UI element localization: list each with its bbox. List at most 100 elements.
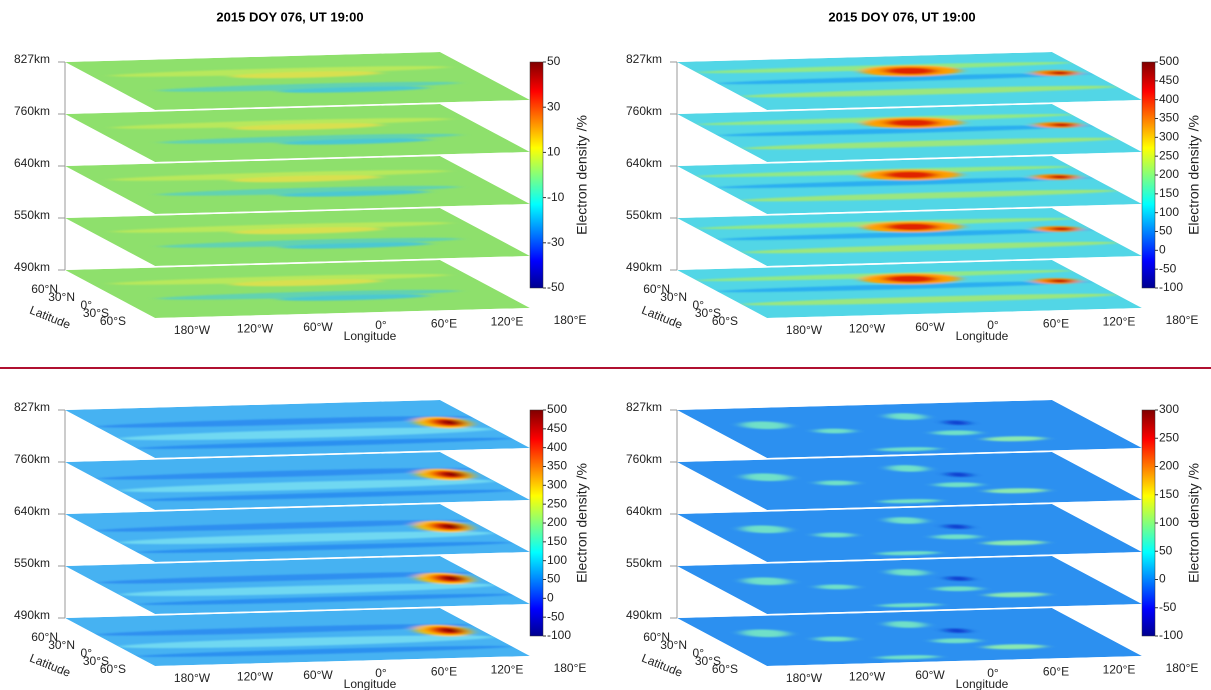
colorbar-tick-label: -50 bbox=[547, 609, 565, 623]
latitude-label: Latitude bbox=[28, 303, 73, 332]
latitude-tick-label: 30°S bbox=[695, 654, 721, 668]
colorbar-tick-label: 0 bbox=[1159, 243, 1166, 257]
longitude-tick-label: 120°W bbox=[237, 669, 274, 683]
altitude-label: 760km bbox=[626, 452, 662, 466]
latitude-tick-label: 30°S bbox=[695, 306, 721, 320]
latitude-tick-label: 30°N bbox=[660, 290, 687, 304]
slice bbox=[677, 104, 1142, 162]
colorbar-tick-label: 100 bbox=[1159, 515, 1179, 529]
colorbar-label: Electron density /% bbox=[574, 463, 590, 583]
altitude-label: 760km bbox=[14, 104, 50, 118]
latitude-label: Latitude bbox=[640, 303, 685, 332]
latitude-tick-label: 30°S bbox=[83, 654, 109, 668]
slice bbox=[65, 504, 530, 562]
longitude-tick-label: 180°W bbox=[174, 323, 211, 337]
latitude-tick-label: 60°S bbox=[100, 662, 126, 676]
colorbar-tick-label: 50 bbox=[1159, 224, 1173, 238]
colorbar-tick-label: 0 bbox=[547, 591, 554, 605]
latitude-label: Latitude bbox=[28, 651, 73, 680]
altitude-label: 827km bbox=[626, 400, 662, 414]
longitude-tick-label: 60°W bbox=[303, 320, 333, 334]
longitude-tick-label: 60°E bbox=[431, 664, 457, 678]
colorbar bbox=[1141, 409, 1156, 637]
altitude-label: 640km bbox=[626, 504, 662, 518]
altitude-label: 640km bbox=[14, 504, 50, 518]
altitude-label: 490km bbox=[626, 260, 662, 274]
colorbar-tick-label: 350 bbox=[1159, 111, 1179, 125]
panel: 827km760km640km550km490km60°N30°N0°30°S6… bbox=[14, 400, 590, 690]
slice bbox=[65, 156, 530, 214]
colorbar-tick-label: 450 bbox=[547, 421, 567, 435]
colorbar-tick-label: 400 bbox=[1159, 92, 1179, 106]
longitude-tick-label: 120°W bbox=[849, 321, 886, 335]
colorbar-tick-label: 200 bbox=[1159, 167, 1179, 181]
slice bbox=[677, 260, 1142, 318]
slice bbox=[677, 608, 1142, 666]
altitude-label: 640km bbox=[14, 156, 50, 170]
altitude-label: 550km bbox=[14, 208, 50, 222]
latitude-tick-label: 60°N bbox=[31, 282, 58, 296]
colorbar-tick-label: -100 bbox=[1159, 628, 1183, 642]
slice bbox=[65, 208, 530, 266]
latitude-tick-label: 60°N bbox=[643, 282, 670, 296]
altitude-label: 550km bbox=[626, 208, 662, 222]
altitude-label: 760km bbox=[626, 104, 662, 118]
slice bbox=[65, 52, 530, 110]
longitude-tick-label: 60°E bbox=[1043, 664, 1069, 678]
colorbar-tick-label: 350 bbox=[547, 459, 567, 473]
latitude-tick-label: 0° bbox=[693, 298, 705, 312]
panel: 827km760km640km550km490km60°N30°N0°30°S6… bbox=[626, 400, 1202, 690]
latitude-tick-label: 0° bbox=[693, 646, 705, 660]
panel: 2015 DOY 076, UT 19:00 827km 760km 640km 550… bbox=[14, 9, 590, 343]
longitude-tick-label: 120°E bbox=[491, 663, 524, 677]
colorbar bbox=[1141, 61, 1156, 289]
slice bbox=[65, 452, 530, 510]
colorbar-tick-label: 10 bbox=[547, 145, 561, 159]
longitude-tick-label: 120°E bbox=[491, 315, 524, 329]
colorbar-tick-label: 300 bbox=[547, 478, 567, 492]
colorbar-tick-label: -10 bbox=[547, 190, 565, 204]
longitude-tick-label: 0° bbox=[375, 318, 387, 332]
colorbar-tick-label: 500 bbox=[547, 402, 567, 416]
latitude-tick-label: 60°S bbox=[712, 314, 738, 328]
panel-title: 2015 DOY 076, UT 19:00 bbox=[216, 9, 363, 24]
colorbar-tick-label: 30 bbox=[547, 99, 561, 113]
longitude-tick-label: 120°E bbox=[1103, 663, 1136, 677]
latitude-tick-label: 30°N bbox=[48, 290, 75, 304]
longitude-label: Longitude bbox=[344, 329, 397, 343]
altitude-label: 640km bbox=[626, 156, 662, 170]
colorbar-tick-label: -50 bbox=[1159, 600, 1177, 614]
slice bbox=[65, 556, 530, 614]
longitude-tick-label: 0° bbox=[987, 666, 999, 680]
colorbar-tick-label: 100 bbox=[547, 553, 567, 567]
colorbar-label: Electron density /% bbox=[1186, 463, 1202, 583]
slice bbox=[677, 556, 1142, 614]
longitude-tick-label: 60°W bbox=[915, 668, 945, 682]
longitude-tick-label: 120°E bbox=[1103, 315, 1136, 329]
colorbar-tick-label: 250 bbox=[1159, 148, 1179, 162]
latitude-tick-label: 30°N bbox=[660, 638, 687, 652]
latitude-tick-label: 60°N bbox=[31, 630, 58, 644]
colorbar-tick-label: 300 bbox=[1159, 402, 1179, 416]
longitude-tick-label: 120°W bbox=[849, 669, 886, 683]
altitude-label: 760km bbox=[14, 452, 50, 466]
longitude-tick-label: 180°W bbox=[786, 671, 823, 685]
slice bbox=[677, 156, 1142, 214]
latitude-tick-label: 30°N bbox=[48, 638, 75, 652]
latitude-tick-label: 60°S bbox=[712, 662, 738, 676]
latitude-tick-label: 0° bbox=[81, 298, 93, 312]
colorbar-tick-label: 50 bbox=[547, 572, 561, 586]
colorbar-tick-label: 150 bbox=[1159, 487, 1179, 501]
longitude-label: Longitude bbox=[956, 677, 1009, 690]
colorbar-tick-label: 50 bbox=[1159, 543, 1173, 557]
longitude-tick-label: 180°E bbox=[1166, 313, 1199, 327]
slice bbox=[677, 52, 1142, 110]
longitude-tick-label: 120°W bbox=[237, 321, 274, 335]
latitude-tick-label: 0° bbox=[81, 646, 93, 660]
colorbar-tick-label: 150 bbox=[1159, 186, 1179, 200]
colorbar-tick-label: -100 bbox=[547, 628, 571, 642]
slice bbox=[677, 208, 1142, 266]
altitude-label: 550km bbox=[14, 556, 50, 570]
altitude-label: 490km bbox=[14, 608, 50, 622]
colorbar-tick-label: 250 bbox=[1159, 430, 1179, 444]
